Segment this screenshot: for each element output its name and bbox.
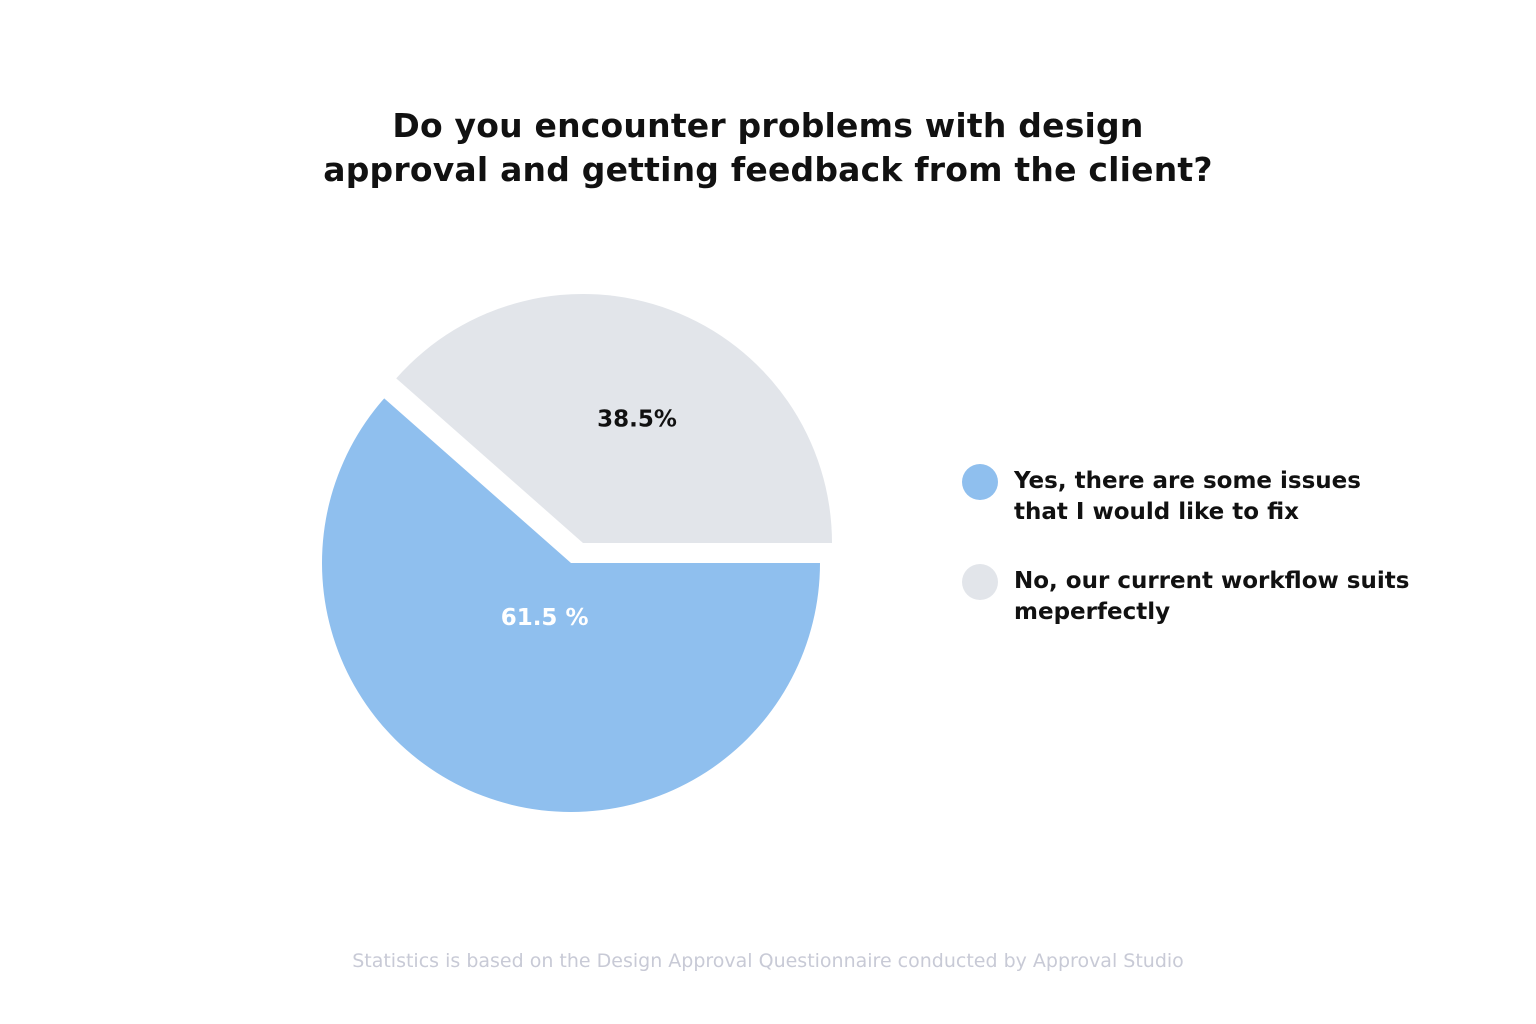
chart-title-line-1: Do you encounter problems with design	[392, 106, 1144, 145]
footer-note: Statistics is based on the Design Approv…	[352, 950, 1184, 972]
legend-item-no: No, our current workflow suits meperfect…	[962, 564, 1434, 628]
slice-label-0: 61.5 %	[501, 605, 589, 631]
legend-label: Yes, there are some issues that I would …	[1014, 468, 1361, 525]
pie-slice-0	[322, 398, 820, 812]
legend-item-yes: Yes, there are some issues that I would …	[962, 464, 1434, 528]
legend-label: No, our current workflow suits meperfect…	[1014, 568, 1410, 625]
legend-swatch	[962, 564, 998, 600]
chart-title: Do you encounter problems with design ap…	[0, 104, 1536, 192]
chart-title-line-2: approval and getting feedback from the c…	[323, 150, 1213, 189]
legend: Yes, there are some issues that I would …	[962, 464, 1434, 664]
pie-slice-1	[396, 294, 832, 543]
slice-label-1: 38.5%	[597, 407, 677, 433]
legend-swatch	[962, 464, 998, 500]
